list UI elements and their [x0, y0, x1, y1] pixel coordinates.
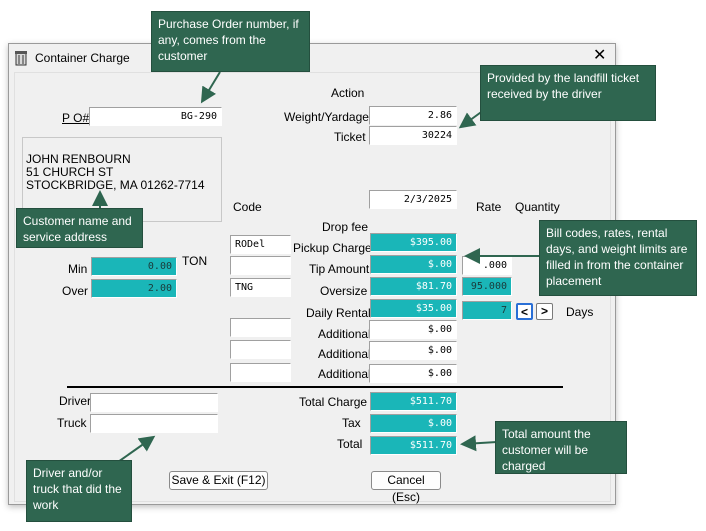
- weight-yardage-label: Weight/Yardage: [284, 110, 369, 124]
- code-column-label: Code: [233, 200, 262, 214]
- weight-unit-label: TON: [182, 254, 208, 268]
- save-exit-button[interactable]: Save & Exit (F12): [169, 471, 268, 490]
- separator-line: [67, 386, 563, 388]
- tip-code-input[interactable]: [230, 256, 291, 275]
- rental-days-input[interactable]: 7: [462, 301, 512, 320]
- decrease-days-button[interactable]: <: [516, 303, 533, 320]
- driver-label: Driver: [59, 394, 91, 408]
- additional-code-input-3[interactable]: [230, 363, 291, 382]
- drop-fee-label: Drop fee: [322, 220, 369, 234]
- days-label: Days: [566, 305, 594, 319]
- trash-can-icon: [15, 51, 27, 66]
- window-title: Container Charge: [35, 51, 130, 65]
- tax-value: $.00: [370, 414, 457, 433]
- driver-truck-callout: Driver and/or truck that did the work: [26, 460, 132, 522]
- pickup-code-input[interactable]: RODel: [230, 235, 291, 254]
- total-charge-label: Total Charge: [299, 395, 368, 409]
- quantity-column-label: Quantity: [515, 200, 560, 214]
- tip-amount-input[interactable]: $.00: [370, 255, 457, 274]
- total-charge-value: $511.70: [370, 392, 457, 411]
- tip-amount-label: Tip Amount: [309, 262, 370, 276]
- additional-amount-input-2[interactable]: $.00: [369, 341, 457, 360]
- additional-code-input-2[interactable]: [230, 340, 291, 359]
- weight-yardage-input[interactable]: 2.86: [369, 106, 457, 125]
- over-label: Over: [62, 284, 89, 298]
- additional-code-input-1[interactable]: [230, 318, 291, 337]
- po-callout: Purchase Order number, if any, comes fro…: [151, 11, 310, 72]
- pickup-charge-input[interactable]: $395.00: [370, 233, 457, 252]
- ticket-callout: Provided by the landfill ticket received…: [480, 65, 656, 121]
- tax-label: Tax: [342, 416, 361, 430]
- oversize-rate-input[interactable]: 95.000: [462, 277, 512, 296]
- truck-label: Truck: [57, 416, 87, 430]
- cancel-button[interactable]: Cancel (Esc): [371, 471, 441, 504]
- oversize-amount-input[interactable]: $81.70: [370, 277, 457, 296]
- min-label: Min: [68, 262, 88, 276]
- oversize-label: Oversize: [320, 284, 368, 298]
- oversize-code-input[interactable]: TNG: [230, 278, 291, 297]
- total-label: Total: [337, 437, 363, 451]
- total-callout: Total amount the customer will be charge…: [495, 421, 627, 474]
- bill-codes-callout: Bill codes, rates, rental days, and weig…: [539, 220, 697, 296]
- pickup-charge-label: Pickup Charge: [293, 241, 372, 255]
- additional-amount-input-1[interactable]: $.00: [369, 320, 457, 339]
- customer-street: 51 CHURCH ST: [26, 165, 114, 179]
- daily-rental-label: Daily Rental: [306, 306, 371, 320]
- title-bar: Container Charge ✕: [9, 44, 615, 72]
- min-weight-input[interactable]: 0.00: [91, 257, 177, 276]
- close-button[interactable]: ✕: [593, 47, 607, 64]
- customer-address-box: JOHN RENBOURN 51 CHURCH ST STOCKBRIDGE, …: [22, 137, 222, 222]
- po-number-input[interactable]: BG-290: [89, 107, 222, 126]
- additional-label-1: Additional: [318, 327, 371, 341]
- additional-label-2: Additional: [318, 347, 371, 361]
- customer-name: JOHN RENBOURN: [26, 152, 131, 166]
- over-weight-input[interactable]: 2.00: [91, 279, 177, 298]
- date-input[interactable]: 2/3/2025: [369, 190, 457, 209]
- total-value: $511.70: [370, 436, 457, 455]
- customer-city: STOCKBRIDGE, MA 01262-7714: [26, 178, 205, 192]
- ticket-input[interactable]: 30224: [369, 126, 457, 145]
- daily-rental-amount-input[interactable]: $35.00: [370, 299, 457, 318]
- ticket-label: Ticket: [334, 130, 366, 144]
- truck-input[interactable]: [90, 414, 218, 433]
- customer-callout: Customer name and service address: [16, 208, 143, 248]
- po-label: P O#: [62, 111, 90, 125]
- additional-amount-input-3[interactable]: $.00: [369, 364, 457, 383]
- action-label: Action: [331, 86, 365, 100]
- rate-column-label: Rate: [476, 200, 502, 214]
- additional-label-3: Additional: [318, 367, 371, 381]
- increase-days-button[interactable]: >: [536, 303, 553, 320]
- driver-input[interactable]: [90, 393, 218, 412]
